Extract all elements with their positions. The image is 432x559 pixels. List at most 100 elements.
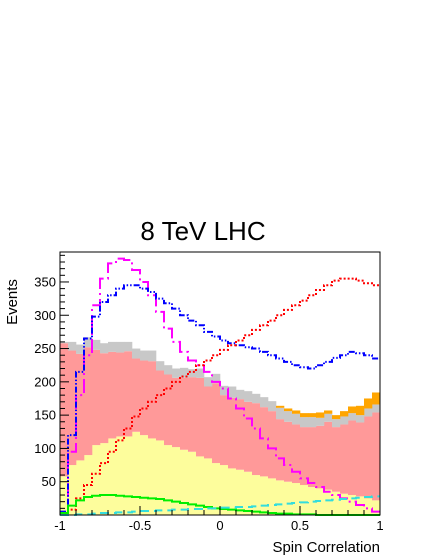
- stacked-bar: [284, 421, 293, 482]
- stacked-bar: [132, 348, 141, 359]
- stacked-bar: [372, 392, 381, 405]
- stacked-bar: [60, 476, 69, 515]
- stacked-bar: [60, 343, 69, 477]
- stacked-bar: [228, 468, 237, 515]
- stacked-bar: [76, 353, 85, 461]
- stacked-bar: [348, 406, 357, 414]
- stacked-bar: [68, 350, 77, 466]
- stacked-bar: [340, 424, 349, 494]
- line-series-3: [60, 494, 380, 516]
- stacked-bar: [92, 339, 101, 350]
- stacked-bar: [228, 397, 237, 469]
- stacked-bar: [196, 456, 205, 515]
- stacked-bar: [92, 349, 101, 446]
- stacked-bar: [364, 498, 373, 515]
- stacked-bar: [212, 373, 221, 384]
- stacked-bar: [228, 386, 237, 398]
- stacked-bar: [164, 374, 173, 446]
- stacked-bar: [156, 361, 165, 371]
- stacked-bar: [268, 411, 277, 479]
- stacked-bar: [276, 419, 285, 481]
- stacked-bar: [108, 341, 117, 352]
- stacked-series-1: [60, 343, 381, 501]
- stacked-bar: [292, 483, 301, 515]
- stacked-bar: [372, 404, 381, 413]
- stacked-bar: [252, 393, 261, 404]
- stacked-bar: [108, 438, 117, 515]
- y-tick-label: 200: [34, 374, 56, 389]
- stacked-bar: [92, 445, 101, 515]
- stacked-bar: [140, 360, 149, 436]
- stacked-bar: [364, 408, 373, 417]
- line-series-4: [60, 495, 380, 516]
- line-series-2: [60, 277, 380, 516]
- stacked-bar: [300, 485, 309, 515]
- stacked-bar: [116, 436, 125, 515]
- stacked-bar: [180, 367, 189, 378]
- stacked-bar: [156, 370, 165, 441]
- stacked-bar: [156, 440, 165, 515]
- stacked-bar: [204, 377, 213, 387]
- stacked-bar: [244, 391, 253, 402]
- stacked-bar: [188, 369, 197, 378]
- stacked-bar: [108, 351, 117, 439]
- stacked-bar: [84, 347, 93, 456]
- stacked-bar: [332, 415, 341, 420]
- stacked-bar: [260, 476, 269, 515]
- y-tick-label: 100: [34, 441, 56, 456]
- y-tick-label: 350: [34, 274, 56, 289]
- stacked-bar: [116, 341, 125, 353]
- stacked-bar: [236, 469, 245, 515]
- stacked-bar: [236, 389, 245, 400]
- stacked-bar: [284, 481, 293, 515]
- stacked-bar: [332, 419, 341, 428]
- stacked-bar: [148, 438, 157, 515]
- stacked-bar: [260, 397, 269, 408]
- stacked-bar: [172, 368, 181, 378]
- stacked-bar: [212, 383, 221, 464]
- stacked-bar: [100, 353, 109, 444]
- stacked-bar: [148, 361, 157, 439]
- stacked-bar: [220, 395, 229, 466]
- plot-content: [60, 257, 381, 516]
- stacked-bar: [172, 377, 181, 448]
- stacked-bar: [276, 480, 285, 515]
- stacked-bar: [60, 341, 69, 344]
- stacked-bar: [180, 449, 189, 515]
- stacked-bar: [196, 377, 205, 457]
- stacked-bar: [84, 455, 93, 515]
- x-tick-label: 1: [376, 518, 383, 533]
- line-series-0: [60, 257, 380, 514]
- stacked-bar: [212, 463, 221, 515]
- stacked-bar: [124, 341, 133, 352]
- stacked-bar: [116, 352, 125, 437]
- stacked-bar: [244, 471, 253, 515]
- stacked-bar: [84, 337, 93, 348]
- stacked-bar: [100, 443, 109, 515]
- stacked-bar: [252, 475, 261, 515]
- stacked-bar: [308, 417, 317, 428]
- stacked-bar: [252, 403, 261, 476]
- stacked-bar: [356, 415, 365, 423]
- stacked-bar: [276, 405, 285, 408]
- stacked-bar: [300, 427, 309, 486]
- stacked-bar: [188, 451, 197, 515]
- stacked-bar: [180, 377, 189, 450]
- stacked-bar: [100, 343, 109, 354]
- line-series-1: [60, 284, 380, 513]
- stacked-bar: [164, 445, 173, 515]
- stacked-bar: [340, 411, 349, 417]
- stacked-series-3: [276, 392, 381, 420]
- stacked-bar: [124, 436, 133, 515]
- stacked-bar: [332, 427, 341, 492]
- stacked-bar: [172, 447, 181, 515]
- stacked-bar: [356, 422, 365, 497]
- stacked-bar: [196, 368, 205, 378]
- stacked-bar: [348, 413, 357, 421]
- stacked-bar: [292, 413, 301, 425]
- stacked-bar: [204, 458, 213, 515]
- stacked-bar: [292, 410, 301, 414]
- stacked-bar: [220, 385, 229, 396]
- x-tick-label: 0.5: [291, 518, 309, 533]
